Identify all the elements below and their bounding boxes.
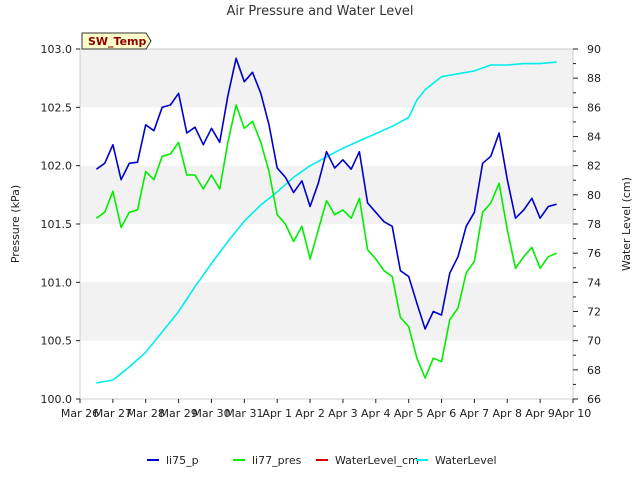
y-axis-label: Pressure (kPa) [9,185,22,263]
legend-label: li75_p [166,454,199,467]
series-line-li75-p [95,57,557,330]
series-line-waterlevel [96,61,557,384]
y-axis-left: 100.0 100.5 101.0 101.5 102.0 102.5 103.0 [41,43,80,406]
x-tick-label: Mar 30 [192,407,230,420]
legend: li75_p li77_pres WaterLevel_cm WaterLevel [147,454,497,467]
y2-tick-label: 78 [587,218,601,231]
grid-bands [80,49,573,341]
y2-tick-label: 88 [587,72,601,85]
y2-tick-label: 84 [587,131,601,144]
x-tick-label: Mar 27 [94,407,132,420]
grid-band [80,165,573,224]
legend-label: WaterLevel [435,454,497,467]
y2-tick-label: 80 [587,189,601,202]
x-tick-label: Apr 2 [295,407,325,420]
x-tick-label: Apr 5 [394,407,424,420]
x-tick-label: Apr 3 [328,407,358,420]
sw-temp-badge: SW_Temp [81,32,152,50]
x-tick-label: Mar 26 [61,407,99,420]
y2-tick-label: 72 [587,306,601,319]
y-tick-label: 101.0 [41,276,73,289]
x-tick-label: Apr 6 [427,407,457,420]
y-tick-label: 100.5 [41,335,73,348]
x-tick-label: Apr 8 [493,407,523,420]
x-tick-label: Apr 10 [555,407,592,420]
x-tick-label: Apr 1 [262,407,292,420]
y-tick-label: 103.0 [41,43,73,56]
y-tick-label: 101.5 [41,218,73,231]
y2-tick-label: 90 [587,43,601,56]
y2-axis-label: Water Level (cm) [620,177,633,271]
legend-label: li77_pres [252,454,302,467]
y-tick-label: 102.5 [41,101,73,114]
x-tick-label: Mar 31 [225,407,263,420]
y-tick-label: 102.0 [41,160,73,173]
x-tick-label: Apr 4 [361,407,391,420]
x-tick-label: Apr 9 [525,407,555,420]
badge-label: SW_Temp [88,35,147,48]
y2-tick-label: 82 [587,160,601,173]
badge-shape [81,32,152,50]
x-tick-label: Mar 28 [127,407,165,420]
x-tick-label: Mar 29 [159,407,197,420]
legend-label: WaterLevel_cm [335,454,419,467]
y2-tick-label: 68 [587,364,601,377]
y-axis-right: 66 68 70 72 74 76 78 80 82 84 86 88 90 [573,43,601,406]
y2-tick-label: 74 [587,276,601,289]
chart-title: Air Pressure and Water Level [226,4,413,19]
y-tick-label: 100.0 [41,393,73,406]
grid-band [80,282,573,341]
series-line-li77-pres [95,104,557,379]
y2-tick-label: 86 [587,101,601,114]
y2-tick-label: 66 [587,393,601,406]
x-tick-label: Apr 7 [460,407,490,420]
series-layer [95,57,557,384]
y2-tick-label: 76 [587,247,601,260]
y2-tick-label: 70 [587,335,601,348]
grid-band [80,49,573,108]
